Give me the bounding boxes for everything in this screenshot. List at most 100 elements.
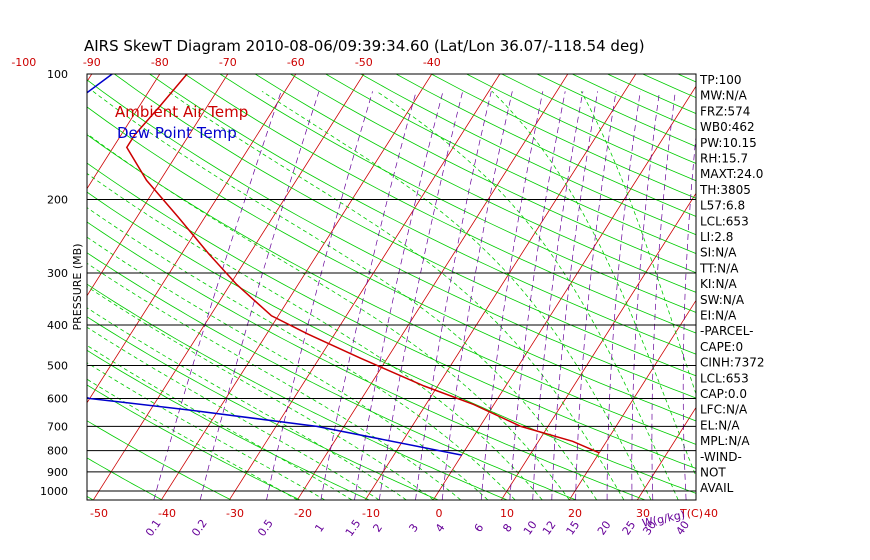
isotherm: [229, 74, 501, 500]
dry-adiabat: [87, 106, 696, 422]
stability-index: AVAIL: [700, 481, 734, 495]
dry-adiabat: [87, 162, 696, 469]
dry-adiabat: [87, 191, 696, 494]
bottom-temp-tick-label: -30: [226, 507, 244, 520]
stability-index: TT:N/A: [699, 261, 739, 275]
pressure-tick-label: 600: [47, 392, 68, 405]
dry-adiabat: [87, 252, 576, 500]
dry-adiabat: [87, 316, 438, 500]
dry-adiabat: [87, 221, 645, 500]
dry-adiabat: [87, 283, 507, 500]
stability-index: EI:N/A: [700, 309, 737, 323]
moist-adiabat: [87, 378, 298, 500]
stability-index: LCL:653: [700, 214, 749, 228]
stability-index: MAXT:24.0: [700, 167, 763, 181]
stability-index: L57:6.8: [700, 199, 745, 213]
moist-adiabat: [87, 286, 434, 500]
dry-adiabat: [87, 79, 696, 399]
pressure-tick-label: 100: [47, 68, 68, 81]
dry-adiabat: [184, 74, 696, 334]
moist-adiabat: [87, 207, 516, 500]
mixing-ratio-line: [199, 91, 320, 500]
y-axis-label: PRESSURE (MB): [71, 244, 84, 331]
chart-title: AIRS SkewT Diagram 2010-08-06/09:39:34.6…: [84, 37, 645, 55]
legend: Ambient Air Temp Dew Point Temp: [115, 103, 248, 142]
moist-adiabat: [87, 262, 461, 500]
stability-index: MPL:N/A: [700, 434, 750, 448]
stability-index: SI:N/A: [700, 246, 737, 260]
top-temp-tick-label: -60: [287, 56, 305, 69]
pressure-tick-label: 400: [47, 319, 68, 332]
isotherm: [501, 192, 696, 500]
dry-adiabat: [87, 457, 163, 500]
bottom-temp-tick-label: 10: [500, 507, 514, 520]
stability-index: PW:10.15: [700, 136, 757, 150]
mixing-ratio-line: [480, 91, 544, 500]
pressure-tick-label: 900: [47, 466, 68, 479]
mixing-ratio-line: [441, 91, 513, 500]
moist-adiabat: [87, 362, 325, 500]
moist-adiabat: [87, 236, 489, 500]
bottom-temp-tick-label: -40: [158, 507, 176, 520]
stability-index: -WIND-: [700, 450, 742, 464]
moist-adiabat: [87, 345, 352, 500]
pressure-tick-label: 300: [47, 267, 68, 280]
isotherm: [161, 74, 433, 500]
moist-adiabat: [92, 90, 597, 500]
legend-ambient: Ambient Air Temp: [115, 103, 248, 121]
stability-index: LCL:653: [700, 371, 749, 385]
dewpoint-temp-line: [87, 74, 462, 456]
bottom-temp-tick-label: 30: [636, 507, 650, 520]
moist-adiabat: [87, 133, 570, 500]
plot-frame: [86, 73, 697, 501]
moist-adiabat: [261, 90, 652, 500]
dry-adiabat: [87, 384, 300, 500]
x-unit-label: T(C): [679, 507, 703, 520]
isotherm: [569, 299, 696, 500]
mixing-ratio-line: [415, 91, 492, 500]
bottom-temp-tick-label: 40: [704, 507, 718, 520]
stability-index: -PARCEL-: [700, 324, 754, 338]
dry-adiabat: [290, 74, 696, 274]
stability-index: EL:N/A: [700, 418, 740, 432]
stability-index: CAP:0.0: [700, 387, 747, 401]
pressure-tick-label: 800: [47, 445, 68, 458]
bottom-temp-tick-label: -50: [90, 507, 108, 520]
top-temp-tick-label: -40: [423, 56, 441, 69]
dry-adiabat: [87, 420, 232, 500]
ambient-temp-line: [125, 74, 600, 454]
dry-adiabat: [114, 74, 696, 377]
bottom-temp-tick-label: 0: [436, 507, 443, 520]
stability-index: TH:3805: [699, 183, 751, 197]
bottom-temp-tick-label: -10: [362, 507, 380, 520]
pressure-tick-label: 1000: [40, 485, 68, 498]
top-temp-tick-label: -90: [83, 56, 101, 69]
mixing-ratio-line: [153, 91, 282, 500]
stability-index: FRZ:574: [700, 104, 750, 118]
dry-adiabat: [87, 134, 696, 445]
top-temp-tick-label: -100: [11, 56, 36, 69]
dry-adiabat: [149, 74, 696, 355]
moist-adiabat: [87, 307, 407, 500]
pressure-tick-label: 500: [47, 359, 68, 372]
moist-adiabat: [491, 91, 696, 478]
bottom-temp-tick-label: -20: [294, 507, 312, 520]
dry-adiabat: [87, 349, 369, 500]
stability-index: TP:100: [699, 73, 742, 87]
dry-adiabat: [219, 74, 696, 313]
moist-adiabat: [87, 326, 380, 500]
isotherm: [87, 74, 297, 404]
mixing-ratio-line: [320, 91, 417, 500]
mixing-ratio-line: [266, 91, 373, 500]
stability-index: CAPE:0: [700, 340, 743, 354]
stability-index: CINH:7372: [700, 356, 765, 370]
mixing-ratio-line: [378, 91, 464, 500]
legend-dewpoint: Dew Point Temp: [117, 124, 237, 142]
stability-index: WB0:462: [700, 120, 755, 134]
stability-index: KI:N/A: [700, 277, 737, 291]
top-temp-tick-label: -80: [151, 56, 169, 69]
dry-adiabat: [254, 74, 696, 293]
stability-index: SW:N/A: [700, 293, 745, 307]
